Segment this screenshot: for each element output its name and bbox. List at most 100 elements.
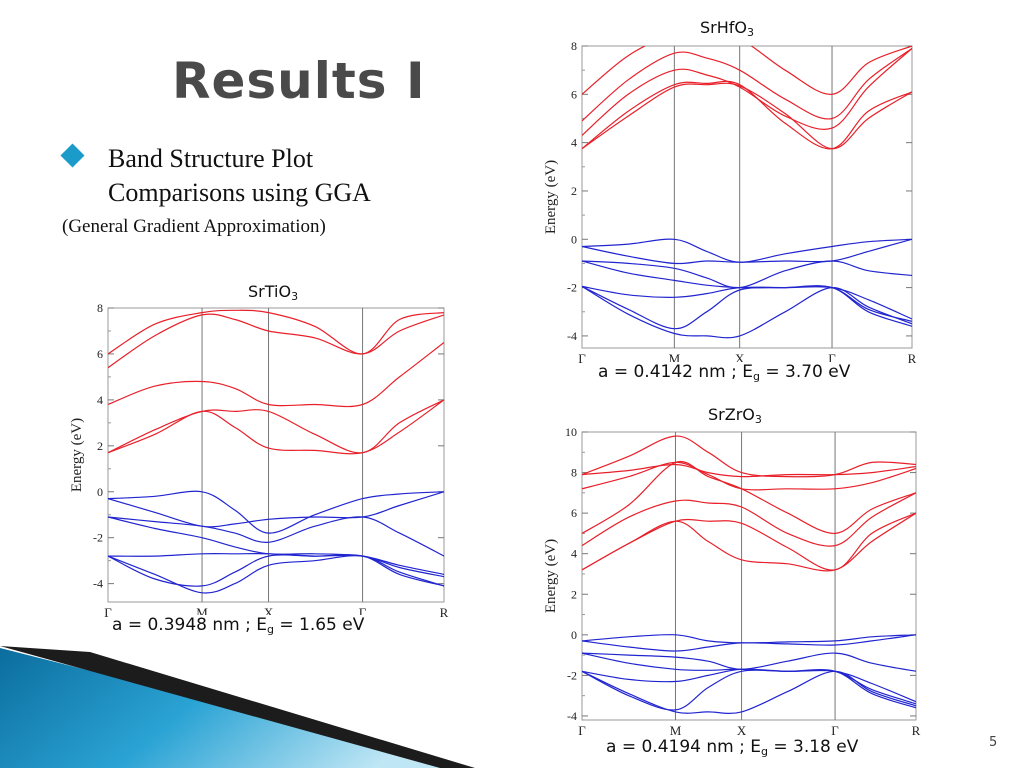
srzro3-caption-b: = 3.18 eV: [767, 737, 859, 757]
srzro3-bands: [582, 435, 916, 714]
srzro3-ylabel: Energy (eV): [543, 539, 559, 613]
srzro3-kpoint-label: Γ: [578, 723, 586, 738]
srzro3-kpoint-label: R: [912, 723, 921, 738]
srhfo3-caption-b: = 3.70 eV: [759, 362, 851, 382]
srzro3-valence-band: [582, 668, 916, 705]
slide-title: Results I: [172, 52, 426, 110]
srtio3-bands: [108, 309, 444, 594]
srzro3-title-sub: 3: [754, 413, 762, 426]
srzro3-ytick-label: 10: [565, 425, 577, 439]
srzro3-ytick-label: -4: [567, 709, 577, 723]
srzro3-kpoint-label: Γ: [831, 723, 839, 738]
srzro3-title: SrZrO3: [708, 405, 762, 426]
srtio3-kpoint-label: X: [264, 605, 274, 620]
srzro3-conduction-band: [582, 463, 916, 478]
srzro3-kpoint-label: X: [737, 723, 747, 738]
srhfo3-title-main: SrHfO: [700, 18, 747, 37]
srhfo3-conduction-band: [582, 82, 912, 150]
srtio3-kpoint-label: R: [440, 605, 449, 620]
srzro3-caption: a = 0.4194 nm ; Eg = 3.18 eV: [606, 737, 859, 758]
srzro3-plot-frame: [581, 431, 917, 721]
srzro3-ytick-label: -2: [567, 668, 577, 682]
srhfo3-ytick-label: 6: [571, 87, 577, 101]
srtio3-title-main: SrTiO: [248, 282, 292, 301]
srtio3-caption-a: a = 0.3948 nm ; E: [112, 615, 267, 635]
srtio3-valence-band: [108, 516, 444, 557]
srhfo3-ytick-label: 8: [571, 39, 577, 53]
srzro3-caption-a: a = 0.4194 nm ; E: [606, 737, 761, 757]
srzro3-valence-band: [582, 670, 916, 714]
srtio3-plot-frame: [107, 307, 445, 603]
srtio3-ytick-label: 8: [97, 301, 103, 315]
srhfo3-caption-a: a = 0.4142 nm ; E: [598, 362, 753, 382]
srhfo3-ylabel: Energy (eV): [543, 160, 559, 234]
srhfo3-kpoint-label: Γ: [578, 351, 586, 366]
srzro3-conduction-band: [582, 512, 916, 572]
srzro3-caption-sub: g: [760, 745, 768, 758]
srhfo3-valence-band: [582, 285, 912, 322]
srhfo3-ytick-label: 2: [571, 184, 577, 198]
srtio3-caption: a = 0.3948 nm ; Eg = 1.65 eV: [112, 615, 365, 636]
srtio3-caption-sub: g: [266, 623, 274, 636]
srzro3-title-main: SrZrO: [708, 405, 755, 424]
srtio3-conduction-band: [108, 399, 444, 454]
srhfo3-ytick-label: -2: [567, 281, 577, 295]
srhfo3-valence-band: [582, 285, 912, 330]
srtio3-conduction-band: [108, 309, 444, 355]
srtio3-title: SrTiO3: [248, 282, 298, 303]
bullet-line-1: Band Structure Plot: [108, 144, 314, 173]
srhfo3-ytick-label: -4: [567, 329, 577, 343]
srtio3-valence-band: [108, 554, 444, 587]
srtio3-valence-band: [108, 490, 444, 534]
srzro3-conduction-band: [582, 492, 916, 547]
srhfo3-valence-band: [582, 238, 912, 265]
srzro3-ytick-label: 8: [571, 466, 577, 480]
srhfo3-kpoint-label: R: [908, 351, 917, 366]
srzro3-ytick-label: 0: [571, 628, 577, 642]
srtio3-ytick-label: 2: [97, 439, 103, 453]
srhfo3-caption: a = 0.4142 nm ; Eg = 3.70 eV: [598, 362, 851, 383]
srzro3-conduction-band: [582, 461, 916, 491]
srtio3-ytick-label: 6: [97, 347, 103, 361]
srhfo3-title: SrHfO3: [700, 18, 754, 39]
srtio3-kpoint-label: Γ: [104, 605, 112, 620]
srhfo3-conduction-band: [582, 80, 912, 150]
srtio3-valence-band: [108, 553, 444, 578]
srtio3-valence-band: [108, 491, 444, 528]
srtio3-title-sub: 3: [291, 290, 299, 303]
srzro3-valence-band: [582, 634, 916, 652]
srzro3-ytick-label: 4: [571, 547, 577, 561]
srtio3-conduction-band: [108, 399, 444, 455]
srhfo3-plot-frame: [581, 45, 913, 349]
srhfo3-ytick-label: 0: [571, 232, 577, 246]
srhfo3-ytick-label: 4: [571, 136, 577, 150]
srtio3-ytick-label: -2: [93, 531, 103, 545]
srtio3-conduction-band: [108, 342, 444, 408]
srtio3-ytick-label: -4: [93, 577, 103, 591]
srhfo3-conduction-band: [582, 47, 912, 122]
srtio3-conduction-band: [108, 313, 444, 369]
srtio3-kpoint-label: Γ: [359, 605, 367, 620]
srhfo3-conduction-band: [582, 47, 912, 136]
srtio3-ytick-label: 0: [97, 485, 103, 499]
srzro3-ytick-label: 2: [571, 587, 577, 601]
srzro3-ytick-label: 6: [571, 506, 577, 520]
srzro3-conduction-band: [582, 435, 916, 478]
srzro3-band-chart: -4 -2 0 2 4 6 8 10 Energy (eV) Γ M X Γ R: [543, 425, 921, 738]
srzro3-kpoint-label: M: [670, 723, 682, 738]
srtio3-valence-band: [108, 555, 444, 594]
srhfo3-kpoint-label: Γ: [828, 351, 836, 366]
srhfo3-title-sub: 3: [747, 26, 754, 39]
srhfo3-valence-band: [582, 285, 912, 339]
srzro3-valence-band: [582, 669, 916, 711]
srhfo3-caption-sub: g: [752, 370, 760, 383]
sub-text: (General Gradient Approximation): [62, 216, 326, 237]
srhfo3-conduction-band: [582, 46, 912, 95]
bullet-text: Band Structure Plot Comparisons using GG…: [108, 142, 371, 210]
srtio3-ylabel: Energy (eV): [69, 418, 85, 492]
srhfo3-kpoint-label: X: [735, 351, 745, 366]
srhfo3-bands: [582, 46, 912, 339]
